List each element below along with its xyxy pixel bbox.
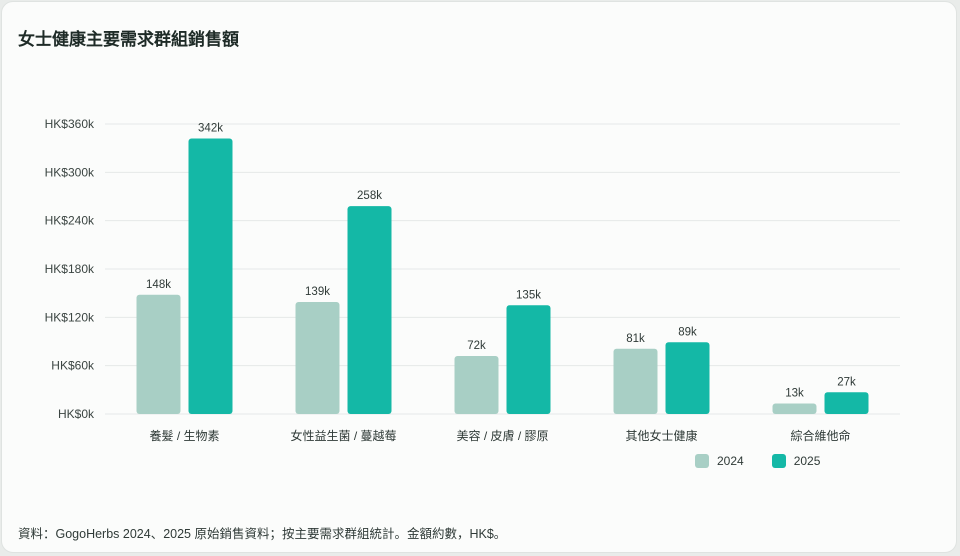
source-note: 資料：GogoHerbs 2024、2025 原始銷售資料；按主要需求群組統計。… <box>18 527 507 541</box>
y-tick-label: HK$240k <box>45 214 95 228</box>
bar-2025[interactable] <box>347 206 392 414</box>
bars <box>136 138 869 415</box>
data-label: 81k <box>626 333 645 345</box>
data-labels: 148k 342k 139k 258k 72k 135k 81k 89k 13k 27k <box>146 123 856 400</box>
legend-item-2024[interactable]: 2024 <box>695 454 744 468</box>
y-tick-label: HK$0k <box>58 407 95 421</box>
data-label: 139k <box>305 286 330 298</box>
legend-item-2025[interactable]: 2025 <box>771 454 821 468</box>
y-tick-label: HK$360k <box>45 117 95 131</box>
data-label: 135k <box>516 289 541 301</box>
category-label: 女性益生菌 / 蔓越莓 <box>290 428 396 443</box>
y-tick-label: HK$120k <box>45 310 95 324</box>
grid <box>105 123 900 415</box>
bar-2025[interactable] <box>506 305 551 414</box>
category-label: 綜合維他命 <box>790 428 850 443</box>
data-label: 27k <box>837 376 856 388</box>
chart-title: 女士健康主要需求群組銷售額 <box>18 30 239 49</box>
legend-label-2025: 2025 <box>793 454 821 468</box>
category-label: 其他女士健康 <box>625 428 697 443</box>
bar-2024[interactable] <box>136 294 181 414</box>
category-label: 美容 / 皮膚 / 膠原 <box>456 428 548 443</box>
legend-swatch-2025 <box>771 454 786 468</box>
x-axis: 養髮 / 生物素 女性益生菌 / 蔓越莓 美容 / 皮膚 / 膠原 其他女士健康 綜合維… <box>149 428 850 443</box>
data-label: 72k <box>467 340 486 352</box>
y-tick-label: HK$60k <box>51 359 95 373</box>
y-tick-label: HK$300k <box>45 165 95 179</box>
data-label: 148k <box>146 279 171 291</box>
data-label: 342k <box>198 123 223 135</box>
legend: 2024 2025 <box>695 454 820 468</box>
category-label: 養髮 / 生物素 <box>149 428 219 443</box>
data-label: 89k <box>678 326 697 338</box>
bar-2024[interactable] <box>295 302 340 414</box>
data-label: 258k <box>357 190 382 202</box>
bar-2025[interactable] <box>188 138 233 415</box>
data-label: 13k <box>785 388 804 400</box>
legend-swatch-2024 <box>695 454 709 468</box>
y-tick-label: HK$180k <box>45 262 95 276</box>
bar-2024[interactable] <box>613 348 658 414</box>
bar-2024[interactable] <box>772 403 817 414</box>
bar-2024[interactable] <box>454 356 499 414</box>
bar-2025[interactable] <box>665 342 710 414</box>
legend-label-2024: 2024 <box>717 454 744 468</box>
bar-2025[interactable] <box>824 392 869 414</box>
y-axis: HK$0k HK$60k HK$120k HK$180k HK$240k HK$300k H… <box>45 117 95 421</box>
